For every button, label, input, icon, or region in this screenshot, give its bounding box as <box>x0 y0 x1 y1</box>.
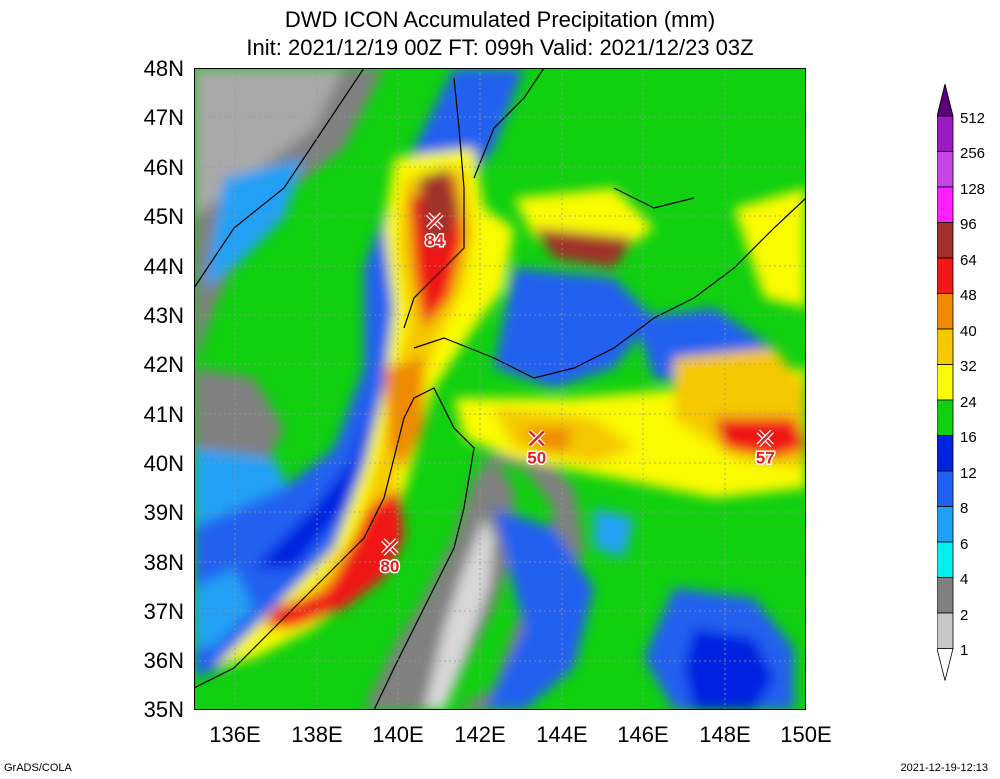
colorbar-swatch <box>937 541 954 578</box>
colorbar-swatch <box>937 506 954 543</box>
lon-label: 142E <box>454 722 506 747</box>
colorbar-label: 256 <box>960 145 986 162</box>
colorbar-swatch <box>937 364 954 401</box>
colorbar-label: 32 <box>960 358 977 375</box>
colorbar-swatch <box>937 612 954 649</box>
colorbar-label: 512 <box>960 110 986 127</box>
lat-label: 36N <box>143 648 184 673</box>
max-marker-value: 50 <box>527 448 546 467</box>
colorbar-label: 6 <box>960 536 969 553</box>
lon-label: 148E <box>699 722 751 747</box>
colorbar-swatch <box>937 328 954 365</box>
colorbar-label: 24 <box>960 394 977 411</box>
colorbar-swatch <box>937 470 954 507</box>
precip-field <box>194 68 806 710</box>
lat-label: 43N <box>143 303 184 328</box>
colorbar-label: 40 <box>960 323 977 340</box>
map-frame <box>194 68 806 710</box>
map-subtitle: Init: 2021/12/19 00Z FT: 099h Valid: 202… <box>246 35 754 60</box>
colorbar-label: 16 <box>960 429 977 446</box>
max-marker: 84 <box>424 212 446 252</box>
graticule <box>194 68 806 710</box>
colorbar-label: 8 <box>960 500 969 517</box>
colorbar-swatch <box>937 257 954 294</box>
colorbar-bottom-arrow <box>937 648 954 681</box>
colorbar-label: 4 <box>960 571 969 588</box>
lon-label: 144E <box>536 722 588 747</box>
lat-label: 35N <box>143 697 184 722</box>
colorbar-label: 2 <box>960 607 969 624</box>
colorbar-swatch <box>937 293 954 330</box>
max-markers: 84 50 57 80 <box>379 212 776 578</box>
colorbar-swatch <box>937 115 954 152</box>
colorbar-swatch <box>937 222 954 259</box>
colorbar-label: 96 <box>960 216 977 233</box>
lat-label: 40N <box>143 451 184 476</box>
colorbar-label: 128 <box>960 181 986 198</box>
lat-label: 46N <box>143 155 184 180</box>
colorbar-swatch <box>937 399 954 436</box>
coastlines <box>194 68 806 710</box>
precipitation-colorbar <box>937 84 954 681</box>
lon-label: 140E <box>372 722 424 747</box>
lat-label: 37N <box>143 599 184 624</box>
lon-label: 146E <box>617 722 669 747</box>
max-marker: 50 <box>526 429 548 469</box>
lat-label: 47N <box>143 105 184 130</box>
max-marker: 57 <box>754 429 776 469</box>
colorbar-swatch <box>937 577 954 614</box>
max-marker-value: 80 <box>380 557 399 576</box>
max-marker-value: 57 <box>756 448 775 467</box>
lon-label: 150E <box>780 722 832 747</box>
colorbar-swatch <box>937 151 954 188</box>
colorbar-top-arrow <box>937 84 954 117</box>
lat-label: 42N <box>143 352 184 377</box>
lat-label: 39N <box>143 500 184 525</box>
precipitation-map: 84 50 57 80 <box>194 68 806 710</box>
lat-label: 41N <box>143 402 184 427</box>
colorbar-label: 64 <box>960 252 977 269</box>
colorbar-label: 12 <box>960 465 977 482</box>
max-marker: 80 <box>379 538 401 578</box>
colorbar-label: 48 <box>960 287 977 304</box>
colorbar-label: 1 <box>960 642 969 659</box>
lat-label: 38N <box>143 550 184 575</box>
lat-label: 45N <box>143 204 184 229</box>
colorbar-swatch <box>937 186 954 223</box>
max-marker-value: 84 <box>425 231 444 250</box>
lon-label: 138E <box>291 722 343 747</box>
lon-label: 136E <box>209 722 261 747</box>
lat-label: 44N <box>143 254 184 279</box>
map-title: DWD ICON Accumulated Precipitation (mm) <box>284 7 716 32</box>
footer-credit: GrADS/COLA <box>4 762 72 774</box>
colorbar-swatch <box>937 435 954 472</box>
lat-label: 48N <box>143 56 184 81</box>
footer-timestamp: 2021-12-19-12:13 <box>900 762 988 774</box>
